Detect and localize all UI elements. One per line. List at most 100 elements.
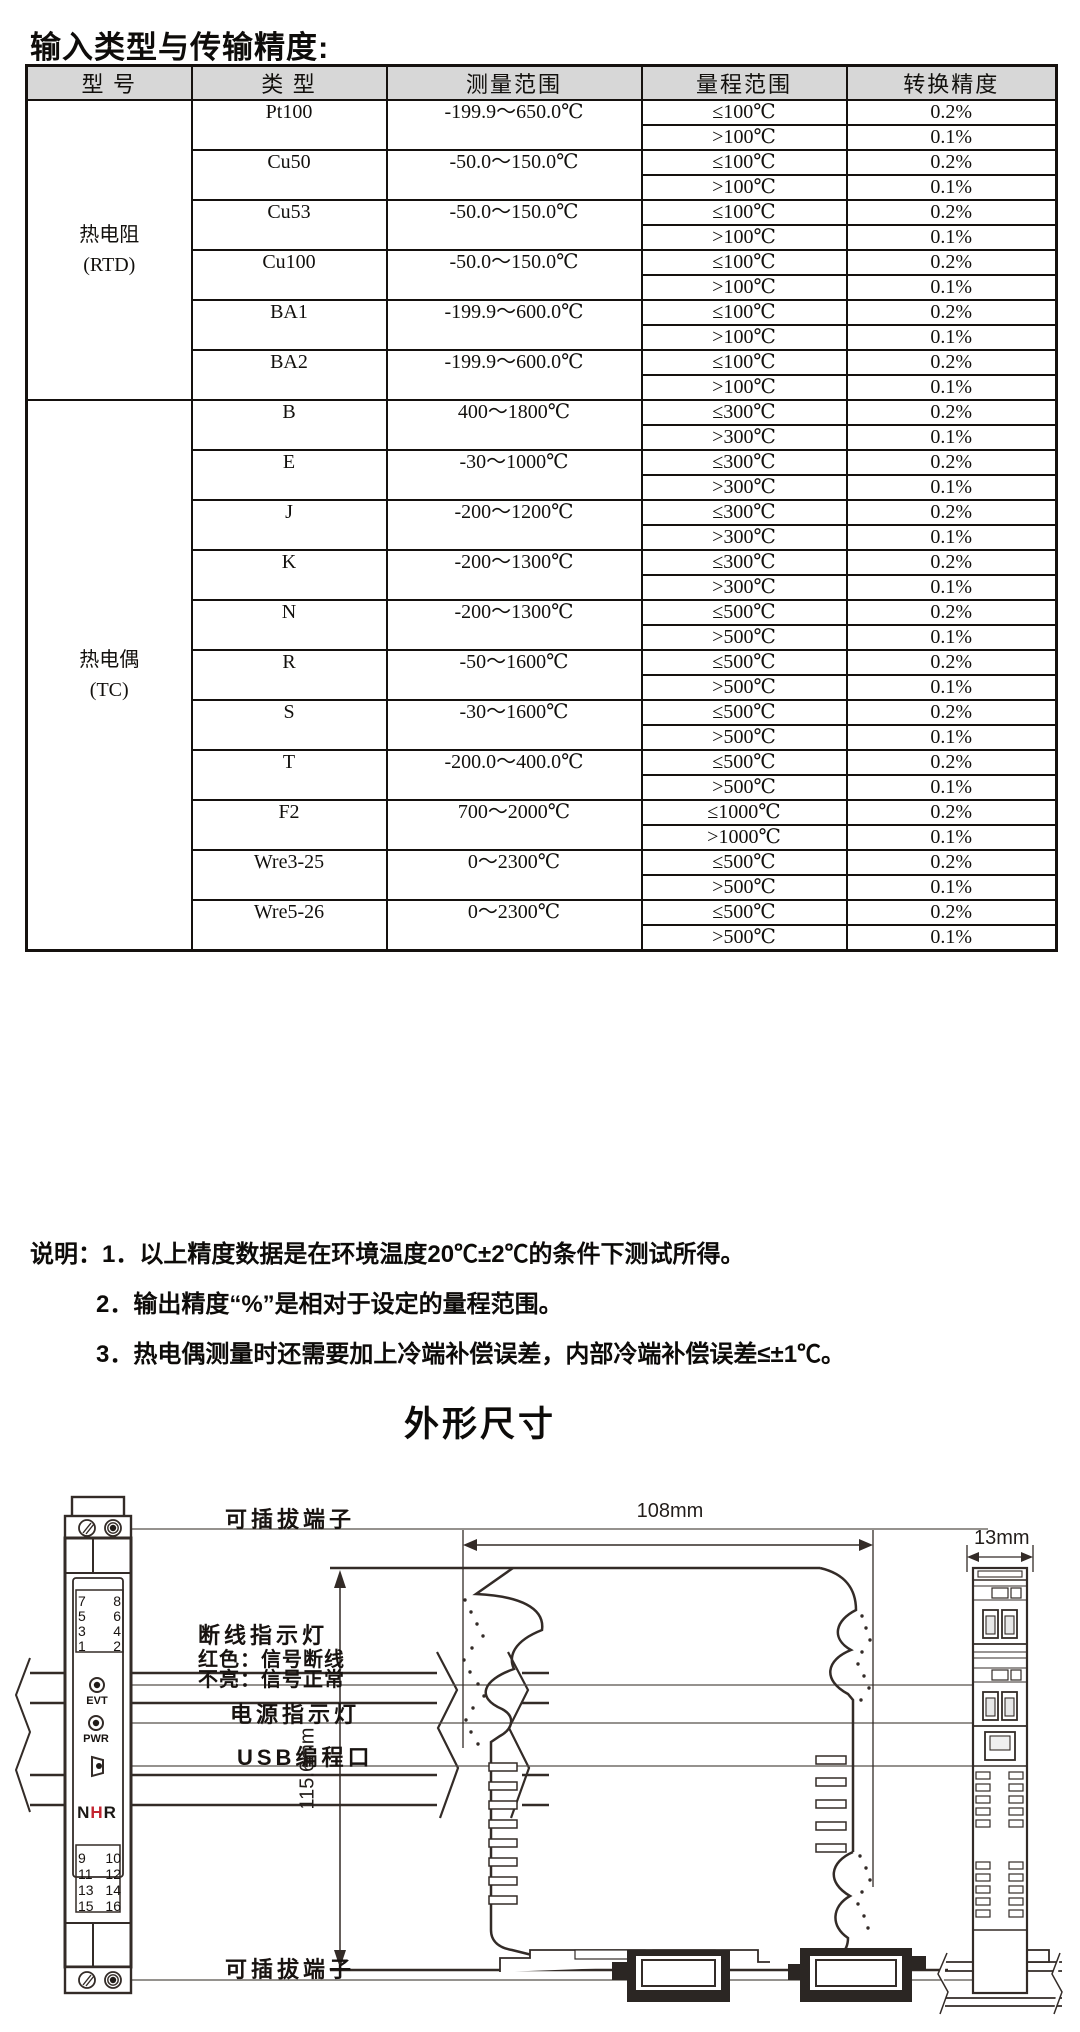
table-row: >100℃ 0.1% <box>27 124 1058 151</box>
depth-dimension <box>966 1545 1034 1572</box>
cell-accuracy: 0.1% <box>845 624 1058 651</box>
cell-sensor-type: B <box>190 399 388 451</box>
cell-accuracy: 0.2% <box>845 649 1058 676</box>
terminal-number-box-upper <box>75 1589 124 1653</box>
terminal-number: 3 <box>78 1623 86 1639</box>
terminal-number: 12 <box>105 1866 121 1882</box>
table-row: >500℃ 0.1% <box>27 774 1058 801</box>
cell-span-range: >100℃ <box>640 324 848 351</box>
cell-span-range: >100℃ <box>640 274 848 301</box>
cell-measure-range: 400～1800℃ <box>385 399 643 451</box>
cell-span-range: >100℃ <box>640 224 848 251</box>
end-view-body <box>971 1566 1029 1995</box>
table-row: >100℃ 0.1% <box>27 174 1058 201</box>
cell-span-range: ≤500℃ <box>640 849 848 876</box>
dimension-drawings <box>14 1495 1063 2015</box>
cell-accuracy: 0.2% <box>845 849 1058 876</box>
cell-accuracy: 0.1% <box>845 374 1058 401</box>
terminal-number-row: 9 10 <box>78 1850 121 1866</box>
cell-span-range: >500℃ <box>640 724 848 751</box>
column-header: 量程范围 <box>640 64 848 101</box>
spec-table: 型 号类 型测量范围 量程范围 转换精度 热电阻 (RTD) Pt100 -199.9～6… <box>25 64 1058 952</box>
vent-slots-front <box>488 1762 518 1905</box>
cell-measure-range: -30～1000℃ <box>385 449 643 501</box>
cell-accuracy: 0.1% <box>845 424 1058 451</box>
cell-accuracy: 0.2% <box>845 199 1058 226</box>
table-row: F2 700～2000℃ ≤1000℃ 0.2% <box>27 799 1058 851</box>
cell-accuracy: 0.1% <box>845 674 1058 701</box>
table-row: >500℃ 0.1% <box>27 874 1058 901</box>
cell-accuracy: 0.1% <box>845 524 1058 551</box>
cell-span-range: ≤100℃ <box>640 99 848 126</box>
cell-measure-range: -200～1300℃ <box>385 599 643 651</box>
cell-span-range: ≤500℃ <box>640 599 848 626</box>
note-line-2: 2．输出精度“%”是相对于设定的量程范围。 <box>96 1291 563 1318</box>
table-row: >100℃ 0.1% <box>27 224 1058 251</box>
leader-lines <box>103 1528 988 1981</box>
dimension-height-label: 115.6mm <box>296 1727 319 1810</box>
terminal-number-row: 11 12 <box>78 1866 121 1882</box>
cell-span-range: ≤100℃ <box>640 149 848 176</box>
spec-table-body: 热电阻 (RTD) Pt100 -199.9～650.0℃ ≤100℃ 0.2% >100℃… <box>25 99 1058 952</box>
cell-measure-range: 0～2300℃ <box>385 899 643 952</box>
end-view-drawing <box>937 1545 1063 2015</box>
cell-span-range: ≤100℃ <box>640 299 848 326</box>
cell-span-range: ≤300℃ <box>640 399 848 426</box>
cell-span-range: >500℃ <box>640 674 848 701</box>
cell-span-range: >300℃ <box>640 474 848 501</box>
height-dimension <box>334 1570 346 1968</box>
cell-span-range: >100℃ <box>640 124 848 151</box>
vent-slots-end <box>975 1771 1024 1918</box>
terminal-number: 10 <box>105 1850 121 1866</box>
cell-sensor-type: N <box>190 599 388 651</box>
terminal-number: 16 <box>105 1898 121 1914</box>
terminal-number: 15 <box>78 1898 94 1914</box>
cell-span-range: >1000℃ <box>640 824 848 851</box>
cell-sensor-type: Cu100 <box>190 249 388 301</box>
table-row: E -30～1000℃ ≤300℃ 0.2% <box>27 449 1058 501</box>
cell-measure-range: -200.0～400.0℃ <box>385 749 643 801</box>
table-row: 热电阻 (RTD) Pt100 -199.9～650.0℃ ≤100℃ 0.2% <box>25 99 1058 401</box>
cell-measure-range: -30～1600℃ <box>385 699 643 751</box>
bottom-connector-block <box>612 1950 730 2002</box>
terminal-number: 7 <box>78 1593 86 1609</box>
terminal-number: 14 <box>105 1882 121 1898</box>
terminal-number: 6 <box>113 1608 121 1624</box>
table-row: >100℃ 0.1% <box>27 274 1058 301</box>
cell-span-range: >500℃ <box>640 924 848 952</box>
cell-accuracy: 0.2% <box>845 449 1058 476</box>
dimension-depth-label: 13mm <box>974 1527 1030 1549</box>
cell-sensor-type: BA1 <box>190 299 388 351</box>
pwr-led-icon <box>88 1715 104 1731</box>
notes-section: 说明：1．以上精度数据是在环境温度20℃±2℃的条件下测试所得。 2．输出精度“… <box>30 1230 1050 1380</box>
cell-accuracy: 0.2% <box>845 499 1058 526</box>
cell-span-range: ≤300℃ <box>640 549 848 576</box>
cell-span-range: >300℃ <box>640 574 848 601</box>
model-group-name: 热电偶 <box>79 649 140 671</box>
terminal-screw-slots <box>982 1691 1018 1721</box>
model-group-abbr: (TC) <box>89 679 129 701</box>
terminal-number: 5 <box>78 1608 86 1624</box>
table-row: >300℃ 0.1% <box>27 424 1058 451</box>
terminal-number: 4 <box>113 1623 121 1639</box>
cell-measure-range: -200～1300℃ <box>385 549 643 601</box>
cell-accuracy: 0.1% <box>845 874 1058 901</box>
cell-span-range: >100℃ <box>640 374 848 401</box>
table-row: R -50～1600℃ ≤500℃ 0.2% <box>27 649 1058 701</box>
model-group-abbr: (RTD) <box>83 254 136 276</box>
cell-accuracy: 0.2% <box>845 149 1058 176</box>
cell-accuracy: 0.2% <box>845 249 1058 276</box>
break-dots-back <box>856 1614 872 1930</box>
label-usb-port: USB编程口 <box>237 1745 374 1770</box>
top-cap <box>70 1495 126 1519</box>
terminal-number-row: 15 16 <box>78 1898 121 1914</box>
nhr-logo-h: H <box>90 1803 104 1822</box>
cell-span-range: >500℃ <box>640 774 848 801</box>
label-break-indicator: 断线指示灯 <box>198 1623 329 1648</box>
terminal-number: 13 <box>78 1882 94 1898</box>
terminal-screw-slots <box>982 1609 1018 1639</box>
cell-accuracy: 0.1% <box>845 274 1058 301</box>
